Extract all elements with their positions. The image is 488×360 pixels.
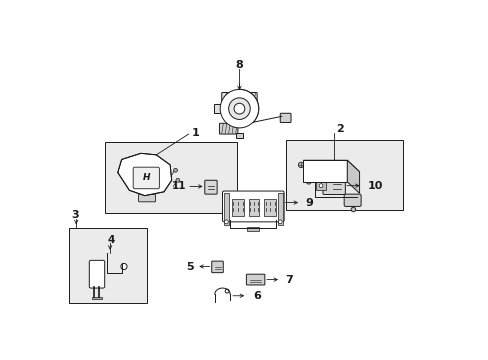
Text: 11: 11 (172, 181, 186, 192)
Circle shape (350, 207, 355, 212)
Bar (264, 199, 276, 216)
FancyBboxPatch shape (219, 123, 238, 134)
FancyBboxPatch shape (138, 194, 155, 202)
Text: H: H (142, 173, 150, 182)
Circle shape (319, 184, 323, 188)
FancyBboxPatch shape (323, 177, 345, 194)
Bar (214, 104, 221, 113)
Text: 2: 2 (336, 125, 344, 134)
FancyBboxPatch shape (280, 113, 290, 122)
Bar (104, 142, 237, 213)
Text: 5: 5 (186, 261, 194, 271)
Text: 6: 6 (253, 291, 261, 301)
Circle shape (224, 220, 228, 224)
Circle shape (176, 178, 180, 182)
Polygon shape (303, 160, 346, 182)
Circle shape (220, 89, 258, 128)
Bar (231, 199, 244, 216)
Circle shape (225, 289, 228, 293)
FancyBboxPatch shape (133, 167, 159, 189)
Text: 8: 8 (235, 60, 243, 70)
Bar (236, 132, 242, 138)
Circle shape (234, 103, 244, 114)
Circle shape (228, 98, 250, 120)
FancyBboxPatch shape (246, 274, 264, 285)
Bar (224, 193, 228, 225)
FancyBboxPatch shape (89, 260, 104, 288)
FancyBboxPatch shape (222, 191, 284, 222)
Circle shape (173, 168, 177, 172)
FancyBboxPatch shape (204, 180, 217, 194)
Text: 3: 3 (71, 210, 78, 220)
Bar (277, 193, 282, 225)
Circle shape (306, 180, 310, 184)
Text: 4: 4 (108, 235, 115, 244)
FancyBboxPatch shape (221, 93, 257, 103)
Text: 10: 10 (366, 181, 382, 191)
Text: 7: 7 (285, 275, 293, 285)
Bar (285, 140, 402, 210)
Text: 9: 9 (305, 198, 313, 208)
Polygon shape (303, 160, 359, 172)
Circle shape (298, 162, 303, 167)
Bar (246, 227, 259, 231)
Bar (68, 228, 147, 303)
FancyBboxPatch shape (344, 194, 360, 206)
Polygon shape (346, 160, 359, 193)
Bar (248, 199, 259, 216)
Polygon shape (118, 153, 171, 195)
Circle shape (121, 264, 127, 270)
Bar (92, 297, 102, 299)
Circle shape (278, 220, 282, 224)
Bar (316, 181, 325, 190)
Text: 1: 1 (191, 127, 199, 138)
FancyBboxPatch shape (211, 261, 223, 273)
